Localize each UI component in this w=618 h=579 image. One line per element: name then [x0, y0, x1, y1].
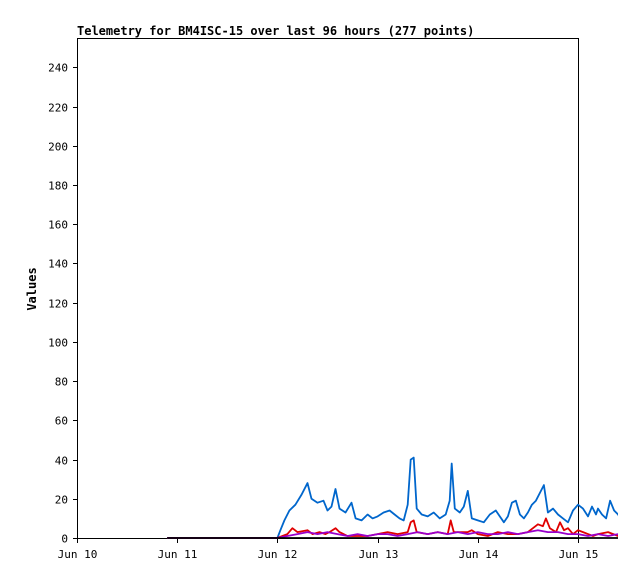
series-line-3: [167, 529, 618, 539]
series-layer: [167, 456, 618, 539]
x-tick-label: Jun 12: [258, 548, 298, 561]
y-axis-ticks: 0 20 40 60 80 100 120 140 160 180 200 220 240: [48, 62, 77, 546]
y-tick-label: 160: [48, 219, 68, 232]
y-tick-label: 100: [48, 337, 68, 350]
y-tick-label: 180: [48, 180, 68, 193]
y-tick-label: 240: [48, 62, 68, 75]
x-tick-label: Jun 14: [459, 548, 499, 561]
x-tick-label: Jun 15: [559, 548, 599, 561]
y-tick-label: 120: [48, 298, 68, 311]
x-tick-label: Jun 13: [359, 548, 399, 561]
y-tick-label: 40: [55, 455, 68, 468]
y-tick-label: 20: [55, 494, 68, 507]
x-tick-label: Jun 11: [158, 548, 198, 561]
y-tick-label: 220: [48, 102, 68, 115]
chart-title: Telemetry for BM4ISC-15 over last 96 hou…: [77, 24, 474, 38]
y-tick-label: 140: [48, 258, 68, 271]
x-axis-ticks: Jun 10 Jun 11 Jun 12 Jun 13 Jun 14 Jun 15: [58, 538, 599, 561]
y-tick-label: 200: [48, 141, 68, 154]
y-tick-label: 80: [55, 376, 68, 389]
y-axis-label: Values: [25, 267, 39, 310]
y-tick-label: 60: [55, 415, 68, 428]
x-tick-label: Jun 10: [58, 548, 98, 561]
y-tick-label: 0: [61, 533, 68, 546]
series-line-1: [167, 456, 618, 539]
